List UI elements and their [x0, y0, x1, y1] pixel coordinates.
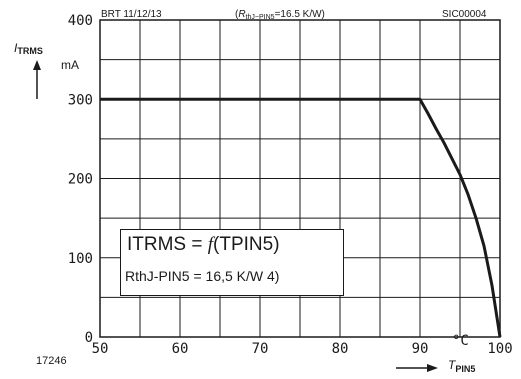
y-tick-label: 0 [85, 330, 93, 346]
y-tick-label: 100 [68, 251, 93, 267]
x-tick-labels: 50 60 70 80 90 100 [92, 341, 513, 357]
x-tick-label: 80 [332, 341, 349, 357]
figure-number: 17246 [36, 355, 67, 367]
x-tick-label: 100 [487, 341, 512, 357]
header-left: BRT 11/12/13 [101, 9, 162, 20]
y-tick-label: 300 [68, 92, 93, 108]
y-axis-unit: mA [61, 58, 79, 72]
header-right: SIC00004 [442, 9, 487, 20]
y-tick-label: 400 [68, 13, 93, 29]
x-axis-unit: °C [452, 333, 469, 349]
x-tick-label: 90 [412, 341, 429, 357]
formula-line-2: RthJ-PIN5 = 16,5 K/W 4) [125, 268, 280, 284]
x-tick-label: 50 [92, 341, 109, 357]
x-tick-label: 60 [172, 341, 189, 357]
formula-line-1: ITRMS = f(TPIN5) [127, 234, 280, 255]
y-tick-labels: 0 100 200 300 400 [68, 13, 93, 346]
header-middle: (RthJ−PIN5=16.5 K/W) [235, 9, 325, 21]
series-line [100, 97, 502, 338]
series-layer [100, 97, 502, 338]
x-tick-label: 70 [252, 341, 269, 357]
y-axis-symbol: ITRMS [14, 41, 43, 56]
y-axis-arrow [33, 60, 41, 99]
plot-frame [99, 19, 501, 338]
x-axis-arrow [396, 364, 438, 372]
formula-box: ITRMS = f(TPIN5) RthJ-PIN5 = 16,5 K/W 4) [120, 229, 344, 296]
y-tick-label: 200 [68, 172, 93, 188]
x-axis-symbol: TPIN5 [448, 358, 475, 374]
